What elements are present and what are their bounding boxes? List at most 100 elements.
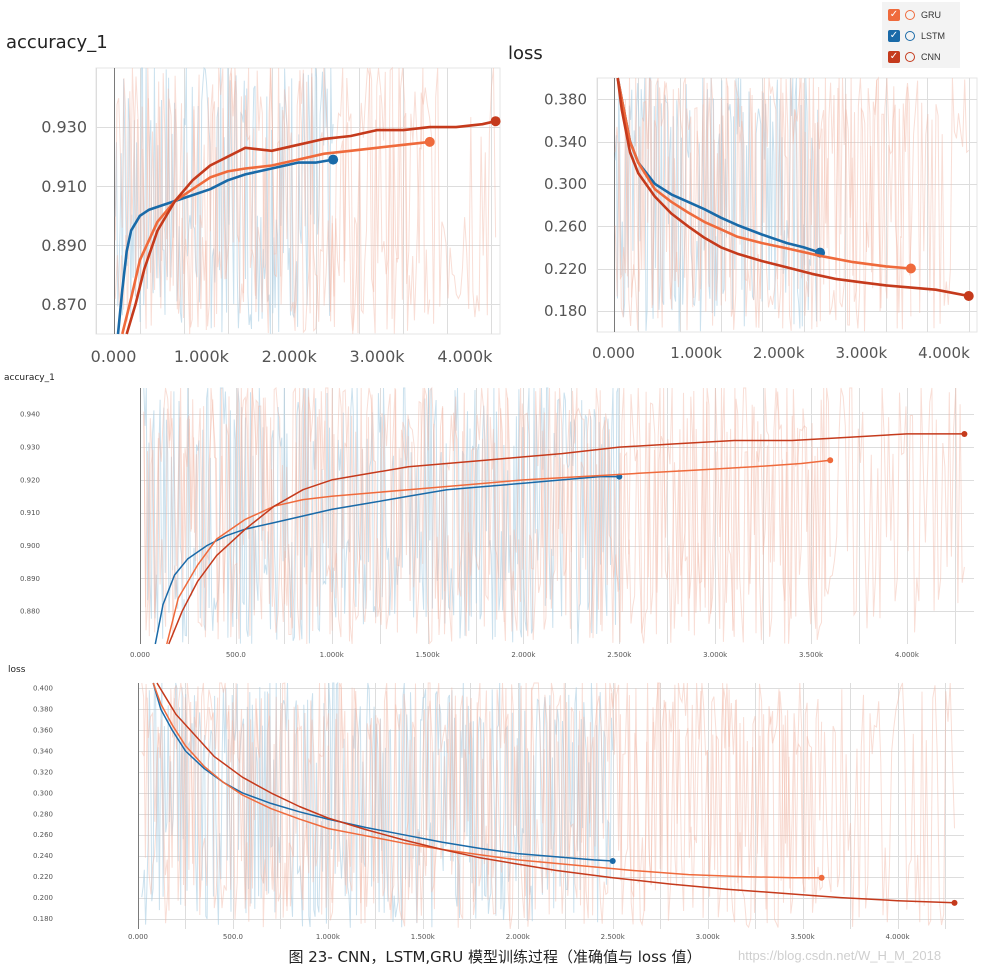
- series-line-cnn: [616, 77, 969, 298]
- circle-cnn-icon: [905, 52, 915, 62]
- raw-trace-lstm: [141, 681, 614, 928]
- x-tick-label: 4.000k: [895, 651, 920, 659]
- series-end-point-gru: [818, 874, 825, 881]
- y-tick-label: 0.340: [33, 747, 53, 755]
- circle-lstm-icon: [905, 31, 915, 41]
- x-tick-label: 3.500k: [799, 651, 824, 659]
- x-tick-label: 2.000k: [506, 933, 531, 941]
- raw-trace-cnn: [114, 66, 497, 335]
- series-line-lstm: [152, 682, 613, 862]
- legend-label-lstm: LSTM: [921, 31, 946, 41]
- legend: ✓ GRU ✓ LSTM ✓ CNN: [882, 2, 960, 68]
- raw-trace-cnn: [143, 387, 965, 645]
- x-tick-label: 2.500k: [601, 933, 626, 941]
- y-tick-label: 0.260: [544, 217, 587, 235]
- y-tick-label: 0.300: [544, 175, 587, 193]
- raw-trace-lstm: [143, 387, 620, 644]
- chart-title: loss: [8, 665, 26, 675]
- y-tick-label: 0.260: [33, 831, 53, 839]
- y-tick-label: 0.380: [33, 706, 53, 714]
- raw-trace-gru: [614, 76, 912, 331]
- series-line-gru: [166, 459, 831, 645]
- y-tick-label: 0.400: [33, 685, 53, 693]
- series-end-point-gru: [905, 263, 916, 274]
- chart-title: accuracy_1: [6, 32, 108, 53]
- x-tick-label: 1.000k: [316, 933, 341, 941]
- raw-trace-gru: [143, 386, 831, 645]
- circle-gru-icon: [905, 10, 915, 20]
- checkbox-cnn-icon[interactable]: ✓: [888, 51, 900, 63]
- figure-caption: 图 23- CNN，LSTM,GRU 模型训练过程（准确值与 loss 值）: [288, 948, 702, 966]
- series-line-lstm: [116, 158, 334, 335]
- y-tick-label: 0.940: [20, 411, 40, 419]
- series-end-point-cnn: [490, 116, 501, 127]
- y-tick-label: 0.340: [544, 133, 587, 151]
- legend-item-lstm[interactable]: ✓ LSTM: [888, 28, 945, 44]
- x-tick-label: 0.000: [91, 347, 137, 366]
- x-tick-label: 3.000k: [696, 933, 721, 941]
- x-tick-label: 1.500k: [411, 933, 436, 941]
- raw-trace-gru: [114, 67, 431, 335]
- y-tick-label: 0.220: [33, 873, 53, 881]
- x-tick-label: 1.000k: [320, 651, 345, 659]
- legend-label-gru: GRU: [921, 10, 941, 20]
- legend-item-cnn[interactable]: ✓ CNN: [888, 49, 941, 65]
- x-tick-label: 3.000k: [836, 344, 888, 362]
- y-tick-label: 0.930: [41, 118, 87, 137]
- y-tick-label: 0.910: [41, 177, 87, 196]
- y-tick-label: 0.380: [544, 90, 587, 108]
- y-tick-label: 0.930: [20, 444, 40, 452]
- raw-trace-lstm: [614, 77, 821, 332]
- checkbox-lstm-icon[interactable]: ✓: [888, 30, 900, 42]
- series-end-point-lstm: [328, 154, 339, 165]
- x-tick-label: 2.500k: [607, 651, 632, 659]
- raw-trace-lstm: [114, 66, 334, 334]
- x-tick-label: 0.000: [592, 344, 635, 362]
- legend-item-gru[interactable]: ✓ GRU: [888, 7, 941, 23]
- x-tick-label: 2.000k: [753, 344, 805, 362]
- y-tick-label: 0.180: [544, 302, 587, 320]
- watermark: https://blog.csdn.net/W_H_M_2018: [738, 948, 942, 963]
- y-tick-label: 0.920: [20, 476, 40, 484]
- y-tick-label: 0.240: [33, 852, 53, 860]
- y-tick-label: 0.870: [41, 295, 87, 314]
- x-tick-label: 1.500k: [416, 651, 441, 659]
- x-tick-label: 500.0: [223, 933, 243, 941]
- chart-title: loss: [508, 43, 543, 64]
- x-tick-label: 4.000k: [918, 344, 970, 362]
- y-tick-label: 0.320: [33, 768, 53, 776]
- series-end-point-gru: [424, 136, 435, 147]
- x-tick-label: 500.0: [226, 651, 246, 659]
- chart-title: accuracy_1: [4, 373, 55, 383]
- y-tick-label: 0.300: [33, 789, 53, 797]
- x-tick-label: 0.000: [128, 933, 148, 941]
- x-tick-label: 3.000k: [703, 651, 728, 659]
- checkbox-gru-icon[interactable]: ✓: [888, 9, 900, 21]
- x-tick-label: 1.000k: [670, 344, 722, 362]
- series-line-gru: [152, 682, 822, 879]
- raw-trace-gru: [141, 682, 823, 928]
- y-tick-label: 0.220: [544, 260, 587, 278]
- series-line-lstm: [154, 475, 620, 645]
- y-tick-label: 0.880: [20, 608, 40, 616]
- series-line-gru: [121, 140, 430, 335]
- x-tick-label: 3.500k: [791, 933, 816, 941]
- y-tick-label: 0.910: [20, 509, 40, 517]
- x-tick-label: 4.000k: [437, 347, 493, 366]
- series-end-point-gru: [827, 457, 834, 464]
- x-tick-label: 1.000k: [174, 347, 230, 366]
- series-line-cnn: [125, 119, 496, 335]
- y-tick-label: 0.360: [33, 727, 53, 735]
- y-tick-label: 0.900: [20, 542, 40, 550]
- series-line-cnn: [156, 682, 955, 904]
- series-end-point-lstm: [609, 857, 616, 864]
- x-tick-label: 4.000k: [885, 933, 910, 941]
- legend-label-cnn: CNN: [921, 52, 941, 62]
- y-tick-label: 0.890: [20, 575, 40, 583]
- series-end-point-cnn: [963, 291, 974, 302]
- series-line-gru: [616, 77, 912, 270]
- y-tick-label: 0.280: [33, 810, 53, 818]
- y-tick-label: 0.200: [33, 894, 53, 902]
- series-line-cnn: [168, 433, 965, 645]
